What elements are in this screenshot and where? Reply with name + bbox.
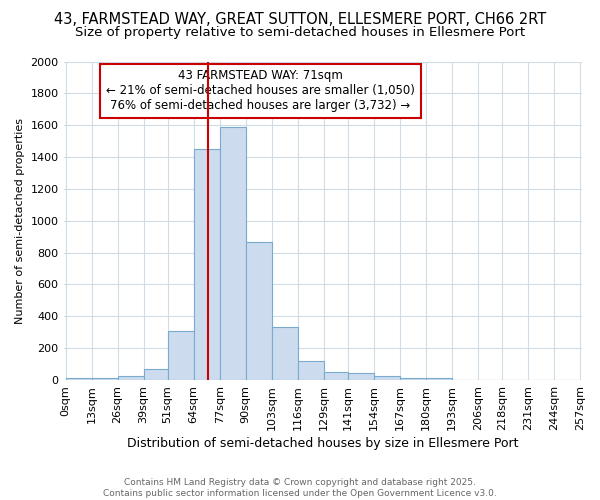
Bar [118,376,143,380]
Bar [65,378,92,380]
Text: Size of property relative to semi-detached houses in Ellesmere Port: Size of property relative to semi-detach… [75,26,525,39]
Text: 43 FARMSTEAD WAY: 71sqm
← 21% of semi-detached houses are smaller (1,050)
76% of: 43 FARMSTEAD WAY: 71sqm ← 21% of semi-de… [106,70,415,112]
Bar [143,369,167,380]
Bar [323,372,347,380]
Bar [374,376,400,380]
Bar [426,378,452,380]
X-axis label: Distribution of semi-detached houses by size in Ellesmere Port: Distribution of semi-detached houses by … [127,437,518,450]
Y-axis label: Number of semi-detached properties: Number of semi-detached properties [15,118,25,324]
Bar [298,361,323,380]
Bar [400,378,426,380]
Bar [220,127,245,380]
Bar [347,373,374,380]
Bar [272,326,298,380]
Text: Contains HM Land Registry data © Crown copyright and database right 2025.
Contai: Contains HM Land Registry data © Crown c… [103,478,497,498]
Text: 43, FARMSTEAD WAY, GREAT SUTTON, ELLESMERE PORT, CH66 2RT: 43, FARMSTEAD WAY, GREAT SUTTON, ELLESME… [54,12,546,28]
Bar [167,330,194,380]
Bar [194,149,220,380]
Bar [92,378,118,380]
Bar [245,242,272,380]
